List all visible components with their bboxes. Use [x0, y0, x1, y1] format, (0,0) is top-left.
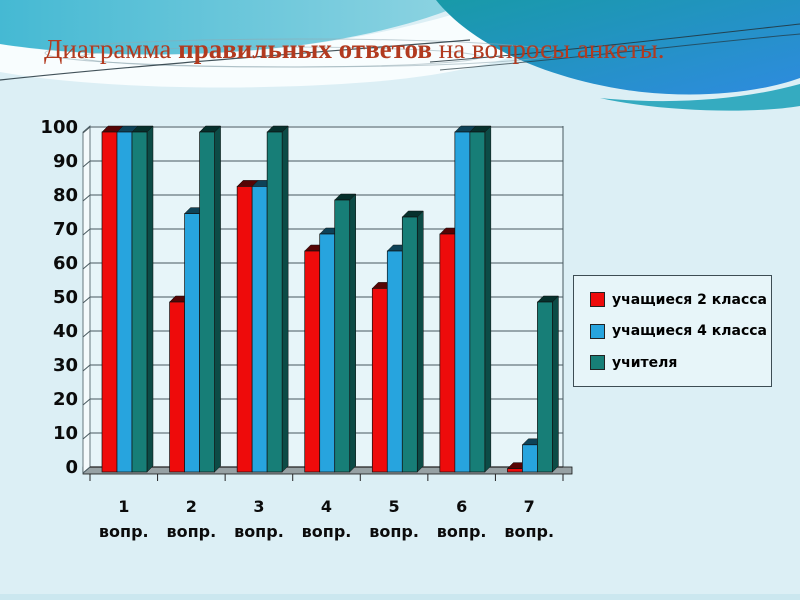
swoosh-line [0, 39, 471, 81]
y-axis-label-70: 70 [53, 219, 78, 240]
y-axis-tick-40 [82, 330, 91, 338]
y-axis-label-60: 60 [53, 253, 78, 274]
bar-s3-q7-side [552, 295, 559, 473]
y-axis-tick-10 [82, 432, 91, 440]
x-axis-label-7: 7 [524, 497, 535, 516]
bar-s2-q7 [522, 444, 538, 473]
bar-s3-q1 [131, 131, 148, 473]
blue-wave [436, 0, 800, 95]
title-part1: Диаграмма [44, 34, 179, 64]
teal-band [600, 84, 800, 111]
y-axis-label-90: 90 [53, 151, 78, 172]
x-axis-label-suffix-3: вопр. [234, 522, 284, 541]
ellipse-arc [79, 46, 481, 68]
legend-item-1: учащиеся 2 класса [590, 292, 771, 308]
legend-item-2: учащиеся 4 класса [590, 323, 771, 339]
bar-s3-q1-side [146, 125, 154, 473]
y-axis-tick-30 [82, 364, 91, 372]
legend-label: учителя [612, 354, 678, 371]
bar-s3-q6-side [484, 125, 492, 473]
x-axis-label-6: 6 [456, 497, 467, 516]
bar-s1-q4 [304, 250, 321, 473]
bar-s1-q3 [236, 186, 253, 473]
bar-s2-q6 [454, 131, 471, 473]
cyan-wave [0, 0, 472, 55]
x-axis-label-2: 2 [186, 497, 197, 516]
swoosh-line [439, 33, 800, 71]
chart-legend: учащиеся 2 класса учащиеся 4 класса учител… [573, 275, 772, 387]
legend-label: учащиеся 2 класса [612, 291, 767, 308]
legend-swatch-icon [590, 355, 605, 370]
bar-s2-q4 [319, 233, 336, 473]
bar-s3-q4-side [349, 193, 356, 473]
x-axis-label-suffix-7: вопр. [504, 522, 554, 541]
bar-s3-q5-side [417, 210, 424, 473]
legend-label: учащиеся 4 класса [612, 323, 767, 339]
title-part2-bold: правильных ответов [178, 34, 432, 64]
y-axis-tick-20 [82, 398, 91, 406]
x-axis-label-3: 3 [253, 497, 264, 516]
bar-s3-q2-side [214, 125, 221, 473]
bar-s1-q7 [507, 468, 523, 473]
title-part3: на вопросы анкеты. [431, 34, 665, 64]
y-axis-tick-0 [82, 466, 91, 474]
bar-s1-q5 [371, 288, 388, 473]
x-axis-label-suffix-4: вопр. [302, 522, 352, 541]
x-axis-label-5: 5 [389, 497, 400, 516]
x-axis-label-suffix-5: вопр. [369, 522, 419, 541]
bar-s3-q7 [537, 301, 553, 473]
bottom-edge-strip [0, 594, 800, 600]
legend-item-3: учителя [590, 355, 771, 371]
y-axis-tick-70 [82, 228, 91, 236]
bar-s2-q1 [116, 131, 133, 473]
y-axis-label-50: 50 [53, 287, 78, 308]
x-axis-label-suffix-1: вопр. [99, 522, 149, 541]
bar-s3-q2 [199, 131, 215, 473]
bar-s2-q3 [251, 186, 268, 473]
y-axis-tick-90 [82, 160, 91, 168]
slide-title: Диаграмма правильных ответов на вопросы … [44, 33, 789, 65]
bar-s3-q3-side [281, 125, 289, 473]
y-axis-tick-80 [82, 194, 91, 202]
bar-s1-q2 [169, 301, 185, 473]
bar-s3-q6 [469, 131, 486, 473]
y-axis-label-100: 100 [40, 117, 78, 138]
y-axis-label-80: 80 [53, 185, 78, 206]
y-axis-label-30: 30 [53, 355, 78, 376]
y-axis-tick-60 [82, 262, 91, 270]
bar-s2-q2 [184, 213, 200, 473]
bar-s3-q4 [334, 199, 351, 473]
y-axis-label-20: 20 [53, 389, 78, 410]
y-axis-tick-100 [82, 126, 91, 134]
bar-s3-q5 [401, 216, 418, 473]
x-axis-label-1: 1 [118, 497, 129, 516]
swoosh-line [429, 23, 800, 63]
legend-swatch-icon [590, 292, 605, 307]
bar-s1-q6 [439, 233, 456, 473]
bar-s2-q5 [386, 250, 403, 473]
y-axis-label-40: 40 [53, 321, 78, 342]
y-axis-tick-50 [82, 296, 91, 304]
x-axis-label-suffix-2: вопр. [167, 522, 217, 541]
x-axis-label-4: 4 [321, 497, 332, 516]
x-axis-label-suffix-6: вопр. [437, 522, 487, 541]
bar-s3-q3 [266, 131, 283, 473]
legend-swatch-icon [590, 323, 605, 339]
y-axis-label-0: 0 [65, 457, 78, 478]
y-axis-label-10: 10 [53, 423, 78, 444]
bar-s1-q1 [101, 131, 118, 473]
